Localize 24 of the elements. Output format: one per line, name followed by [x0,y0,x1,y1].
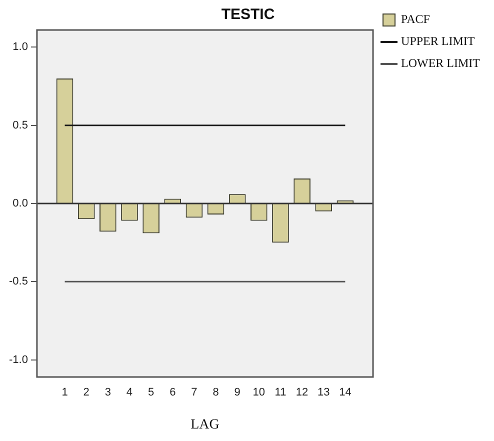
x-tick-label: 10 [252,386,266,399]
y-tick-label: 0.5 [12,119,28,132]
legend-label: PACF [401,12,430,26]
x-tick-label: 2 [83,386,90,399]
y-tick-label: 0.0 [12,198,28,210]
x-tick-label: 1 [62,386,68,399]
x-tick-label: 13 [318,386,330,399]
x-tick-label: 6 [170,386,176,399]
x-tick-label: 8 [212,386,219,399]
x-tick-label: 7 [191,386,198,399]
x-tick-label: 5 [148,386,154,399]
y-tick-label: 1.0 [12,41,28,54]
x-tick-label: 12 [296,386,308,399]
x-tick-label: 11 [274,386,286,399]
y-tick-label: -1.0 [8,354,28,366]
legend-label: LOWER LIMIT [401,56,481,70]
x-axis-title: LAG [190,417,220,432]
y-tick-label: -0.5 [8,276,28,288]
legend-label: UPPER LIMIT [401,34,476,48]
chart-title: TESTIC [221,6,275,24]
x-tick-label: 3 [104,386,111,399]
x-tick-label: 4 [126,386,133,399]
x-tick-label: 14 [339,386,352,399]
x-tick-label: 9 [234,386,240,399]
